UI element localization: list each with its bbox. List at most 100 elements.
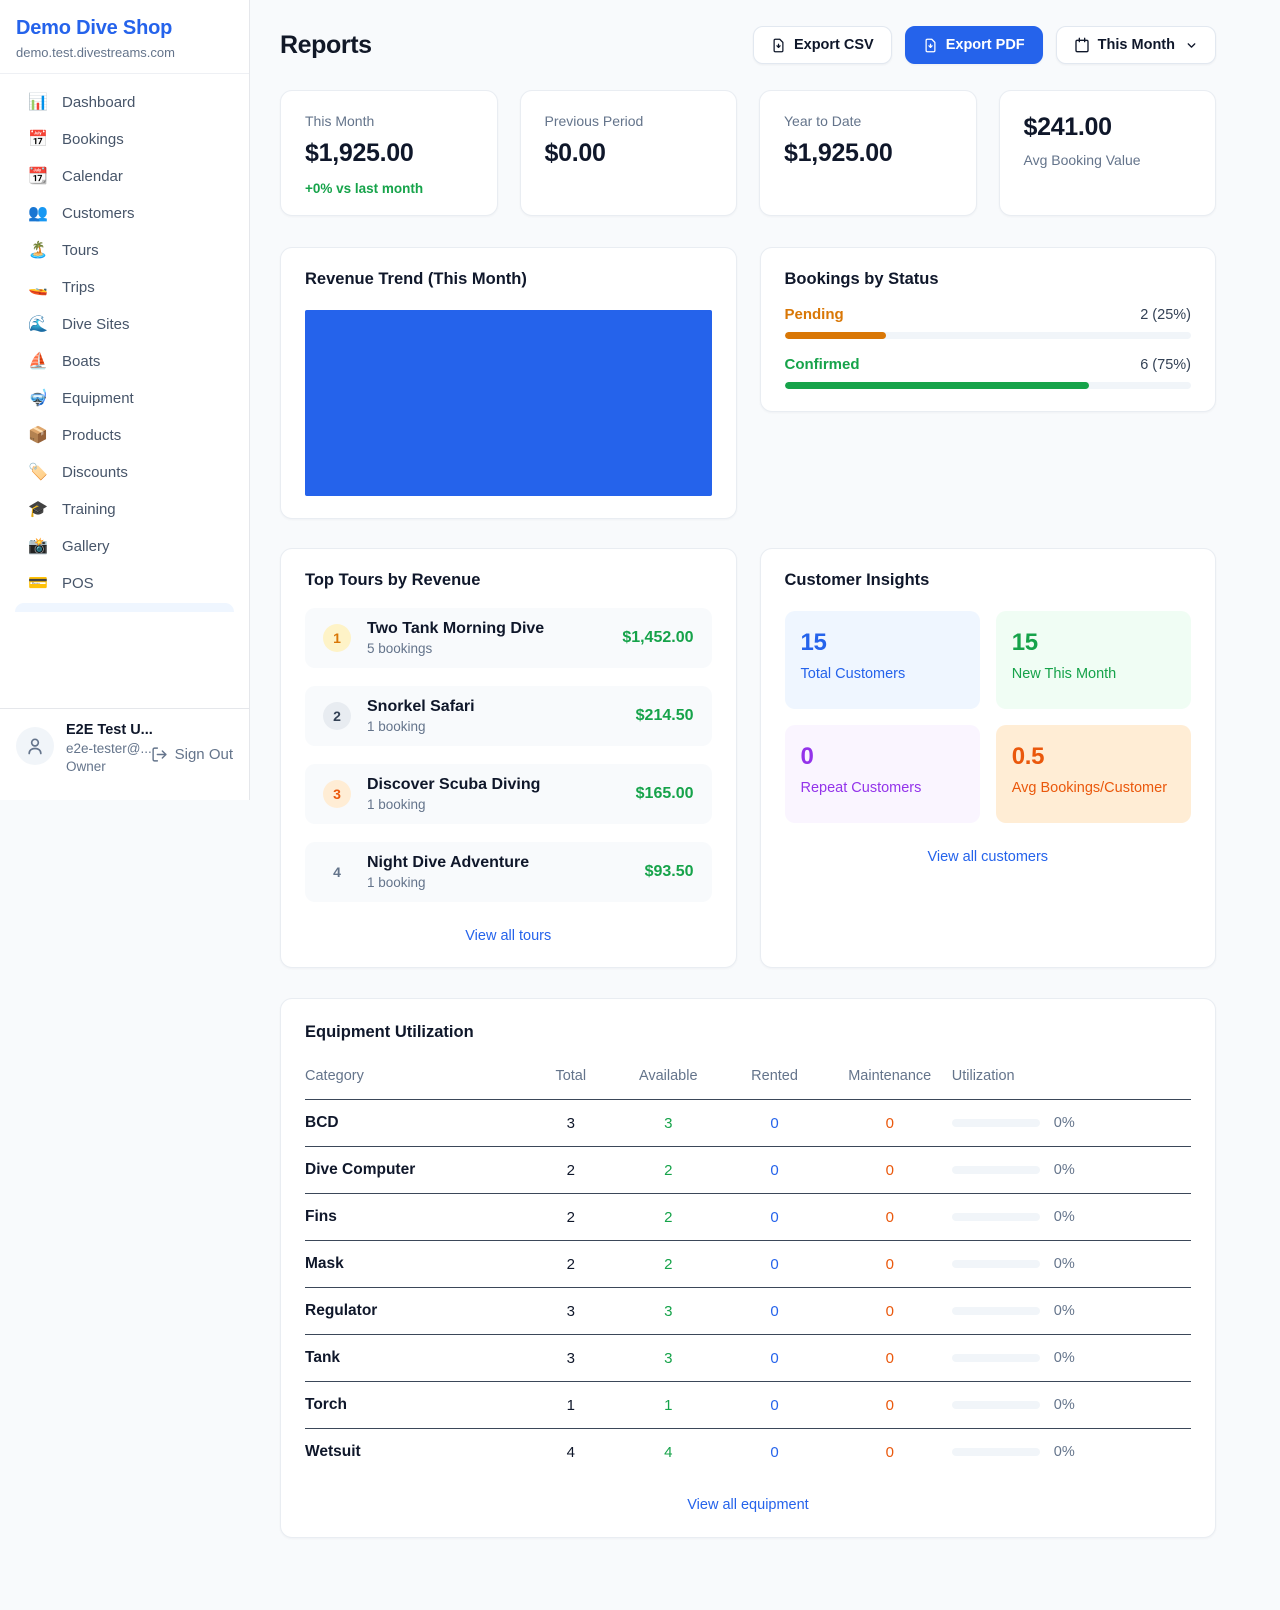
utilization-percent: 0% [1053, 1444, 1075, 1460]
insight-tile-repeat-customers: 0 Repeat Customers [784, 725, 980, 823]
sidebar-item-label: Dive Sites [62, 316, 130, 333]
tour-name: Night Dive Adventure [367, 854, 530, 871]
utilization-percent: 0% [1053, 1350, 1075, 1366]
insights-grid: 15 Total Customers 15 New This Month 0 R… [784, 611, 1191, 823]
cell-available: 4 [615, 1428, 722, 1475]
view-all-equipment-link[interactable]: View all equipment [305, 1497, 1191, 1513]
sidebar-item-trips[interactable]: 🚤 Trips [13, 269, 236, 306]
col-header-maintenance: Maintenance [848, 1068, 932, 1084]
sidebar-item-tours[interactable]: 🏝️ Tours [13, 232, 236, 269]
customer-insights-card: Customer Insights 15 Total Customers 15 … [759, 548, 1216, 968]
user-section: E2E Test U... e2e-tester@... Owner Sign … [0, 708, 249, 800]
col-header-utilization: Utilization [951, 1068, 1015, 1084]
file-download-icon [925, 38, 936, 52]
view-all-tours-link[interactable]: View all tours [305, 928, 712, 944]
cell-rented: 0 [721, 1146, 828, 1194]
insight-label: Avg Bookings/Customer [1011, 780, 1168, 796]
logo-block: Demo Dive Shop demo.test.divestreams.com [0, 0, 249, 74]
bookings-by-status-title: Bookings by Status [784, 270, 939, 288]
cell-utilization: 0% [951, 1099, 1191, 1147]
tour-row: 2 Snorkel Safari 1 booking $214.50 [305, 686, 712, 746]
tour-amount: $93.50 [644, 863, 694, 880]
cell-category: Mask [305, 1240, 527, 1288]
bookings-by-status-card: Bookings by Status Pending 2 (25%) Confi… [759, 247, 1216, 412]
user-role: Owner [66, 759, 106, 774]
col-header-total: Total [555, 1068, 587, 1084]
package-icon: 📦 [28, 426, 48, 444]
cell-utilization: 0% [951, 1240, 1191, 1288]
sidebar-item-customers[interactable]: 👥 Customers [13, 195, 236, 232]
tour-name: Two Tank Morning Dive [367, 620, 545, 637]
shop-name[interactable]: Demo Dive Shop [16, 17, 173, 39]
people-icon: 👥 [28, 204, 48, 222]
stat-value: $1,925.00 [305, 139, 414, 167]
cell-total: 1 [526, 1381, 616, 1429]
sidebar-item-discounts[interactable]: 🏷️ Discounts [13, 454, 236, 491]
calendar-icon [1075, 37, 1089, 53]
sidebar-item-pos[interactable]: 💳 POS [13, 565, 236, 602]
revenue-trend-chart [305, 310, 712, 496]
cell-total: 2 [526, 1193, 616, 1241]
progress-fill-confirmed [784, 382, 1090, 389]
stat-label: Avg Booking Value [1023, 152, 1141, 168]
rank-badge: 2 [323, 702, 351, 730]
cell-available: 2 [615, 1240, 722, 1288]
utilization-bar [951, 1119, 1040, 1127]
cell-rented: 0 [721, 1287, 828, 1335]
utilization-bar [951, 1448, 1040, 1456]
utilization-bar [951, 1213, 1040, 1221]
shop-domain: demo.test.divestreams.com [16, 45, 175, 60]
charts-row: Revenue Trend (This Month) Bookings by S… [280, 247, 1216, 519]
table-row: Wetsuit 4 4 0 0 0% [305, 1428, 1191, 1475]
utilization-bar [951, 1401, 1040, 1409]
export-pdf-button[interactable]: Export PDF [904, 26, 1043, 64]
period-dropdown[interactable]: This Month [1055, 26, 1216, 64]
sailboat-icon: ⛵ [28, 352, 48, 370]
insight-value: 15 [1011, 629, 1038, 656]
view-all-customers-link[interactable]: View all customers [785, 849, 1192, 865]
cell-rented: 0 [721, 1193, 828, 1241]
sidebar-item-dive-sites[interactable]: 🌊 Dive Sites [13, 306, 236, 343]
table-row: Dive Computer 2 2 0 0 0% [305, 1146, 1191, 1194]
sidebar-item-dashboard[interactable]: 📊 Dashboard [13, 84, 236, 121]
sidebar-item-boats[interactable]: ⛵ Boats [13, 343, 236, 380]
sidebar-item-training[interactable]: 🎓 Training [13, 491, 236, 528]
sidebar-item-label: Training [62, 501, 116, 518]
sign-out-button[interactable]: Sign Out [151, 746, 233, 763]
export-csv-button[interactable]: Export CSV [752, 26, 892, 64]
utilization-bar [951, 1354, 1040, 1362]
cell-available: 1 [615, 1381, 722, 1429]
sidebar-item-reports-partial[interactable] [15, 603, 234, 612]
stat-value: $0.00 [544, 139, 606, 167]
utilization-percent: 0% [1053, 1303, 1075, 1319]
stat-value: $241.00 [1023, 113, 1113, 141]
tour-amount: $165.00 [635, 785, 694, 802]
insight-label: Repeat Customers [800, 780, 922, 796]
sidebar-item-products[interactable]: 📦 Products [13, 417, 236, 454]
tour-name: Discover Scuba Diving [367, 776, 541, 793]
insight-label: Total Customers [800, 666, 906, 682]
sidebar-item-label: Tours [62, 242, 99, 259]
sidebar-item-gallery[interactable]: 📸 Gallery [13, 528, 236, 565]
cell-total: 3 [526, 1287, 616, 1335]
sidebar-item-bookings[interactable]: 📅 Bookings [13, 121, 236, 158]
cell-available: 3 [615, 1099, 722, 1147]
sidebar-item-label: Calendar [62, 168, 123, 185]
stat-delta: +0% vs last month [305, 181, 424, 196]
sidebar-item-equipment[interactable]: 🤿 Equipment [13, 380, 236, 417]
cell-total: 2 [526, 1146, 616, 1194]
sidebar-item-calendar[interactable]: 📆 Calendar [13, 158, 236, 195]
user-info: E2E Test U... e2e-tester@... Owner [66, 722, 153, 774]
cell-category: Regulator [305, 1287, 527, 1335]
cell-available: 2 [615, 1193, 722, 1241]
page-header: Reports Export CSV Export PDF This Month [280, 26, 1216, 64]
stat-card-year-to-date: Year to Date $1,925.00 [759, 90, 977, 216]
rank-badge: 3 [323, 780, 351, 808]
cell-category: BCD [305, 1099, 527, 1147]
status-row-pending: Pending 2 (25%) [784, 306, 1191, 339]
cell-total: 2 [526, 1240, 616, 1288]
avatar [16, 727, 54, 765]
cell-rented: 0 [721, 1334, 828, 1382]
equipment-table: Category Total Available Rented Maintena… [305, 1058, 1191, 1475]
